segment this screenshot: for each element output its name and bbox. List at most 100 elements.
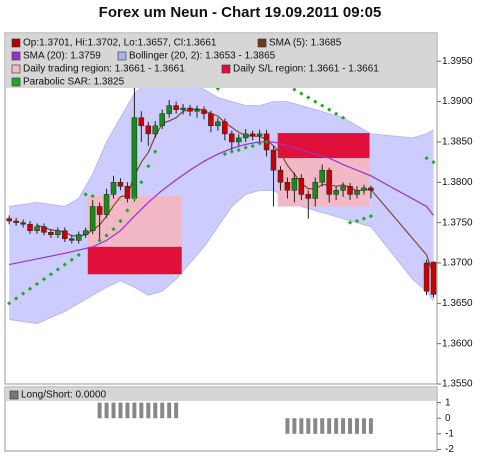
sar-dot: [361, 216, 367, 221]
candle-body: [312, 182, 319, 199]
candle-body: [124, 186, 131, 199]
candle-body: [69, 238, 75, 241]
candle-body: [96, 206, 103, 215]
sar-dot: [139, 180, 144, 185]
legend-swatch: [117, 51, 127, 61]
candle-body: [256, 133, 263, 136]
candle-body: [284, 182, 291, 191]
indicator-bar: [104, 402, 109, 419]
indicator-bar: [306, 418, 311, 434]
candle-body: [55, 230, 61, 235]
candle-body: [145, 125, 152, 135]
indicator-bar: [348, 418, 353, 434]
candle-body: [229, 133, 235, 143]
y-tick-label: 1.3750: [442, 217, 473, 228]
candle-body: [138, 117, 145, 127]
legend-swatch: [11, 38, 21, 48]
legend-swatch: [11, 77, 21, 87]
y-tick-label: -1: [445, 428, 454, 439]
y-tick-label: 1.3950: [442, 56, 473, 67]
indicator-bar: [97, 402, 102, 419]
y-tick-label: 1: [445, 397, 451, 408]
indicator-bar: [111, 402, 116, 419]
sar-dot: [243, 145, 248, 150]
sar-dot: [236, 147, 241, 153]
candle-body: [235, 137, 242, 143]
candle-body: [270, 149, 277, 171]
candle-body: [41, 226, 47, 233]
y-tick-label: 1.3900: [442, 96, 473, 107]
candle-body: [333, 190, 339, 195]
candle-body: [208, 113, 214, 127]
candle-body: [187, 107, 193, 112]
candle-body: [354, 190, 360, 195]
indicator-bar: [313, 418, 318, 434]
candle-body: [222, 121, 228, 135]
sar-dot: [222, 151, 227, 157]
indicator-bar: [355, 418, 359, 434]
candle-body: [298, 177, 305, 195]
candle-body: [361, 187, 367, 191]
chart-title: Forex um Neun - Chart 19.09.2011 09:05: [99, 4, 382, 21]
sar-dot: [431, 159, 436, 165]
indicator-bar: [125, 402, 130, 419]
region: [277, 133, 370, 159]
legend-label: SMA (5): 1.3685: [269, 38, 342, 49]
y-tick-label: 1.3650: [442, 298, 473, 309]
indicator-bar: [153, 402, 158, 419]
candle-body: [103, 194, 110, 215]
candle-body: [75, 234, 82, 241]
candle-body: [173, 105, 179, 110]
candle-body: [48, 232, 54, 235]
legend-swatch: [11, 51, 21, 61]
sar-dot: [125, 208, 130, 213]
legend-label: Bollinger (20, 2): 1.3653 - 1.3865: [129, 51, 276, 62]
candle-body: [62, 230, 68, 240]
candle-body: [20, 222, 26, 225]
candle-body: [131, 117, 138, 199]
candle-body: [326, 169, 332, 195]
candle-body: [27, 223, 33, 231]
candle-body: [152, 125, 159, 135]
y-tick-label: -2: [445, 444, 454, 455]
indicator-bar: [132, 402, 137, 419]
sar-dot: [250, 143, 255, 149]
indicator-bar: [320, 418, 325, 434]
legend-label: Parabolic SAR: 1.3825: [23, 77, 125, 88]
y-tick-label: 1.3700: [442, 258, 473, 269]
legend-label: Op:1.3701, Hi:1.3702, Lo:1.3657, Cl:1.36…: [23, 38, 217, 49]
indicator-bar: [361, 418, 366, 434]
sar-dot: [153, 149, 158, 154]
indicator-line: [9, 141, 434, 266]
sar-dot: [347, 220, 353, 225]
legend-swatch: [257, 38, 267, 48]
indicator-bar: [167, 402, 172, 419]
sar-dot: [146, 164, 151, 169]
y-tick-label: 1.3850: [442, 137, 473, 148]
y-tick-label: 0: [445, 413, 451, 424]
legend-swatch: [11, 64, 21, 74]
candle-body: [89, 206, 96, 231]
sar-dot: [111, 226, 116, 232]
legend-swatch: [9, 390, 19, 400]
indicator-bar: [299, 418, 304, 434]
candle-body: [340, 186, 346, 191]
candle-body: [423, 262, 430, 292]
legend-label: Daily S/L region: 1.3661 - 1.3661: [233, 64, 379, 75]
candle-body: [6, 218, 12, 222]
candle-body: [430, 261, 437, 295]
candle-body: [82, 230, 89, 235]
candle-body: [368, 187, 374, 191]
region: [87, 246, 182, 275]
legend-label: Long/Short: 0.0000: [21, 390, 107, 401]
candle-body: [117, 182, 124, 187]
sar-dot: [90, 193, 95, 199]
candle-body: [34, 226, 40, 231]
legend-label: SMA (20): 1.3759: [23, 51, 101, 62]
sar-dot: [229, 149, 234, 154]
indicator-bar: [292, 418, 297, 434]
candle-body: [242, 133, 249, 139]
candle-body: [13, 220, 19, 223]
candle-body: [201, 109, 207, 114]
